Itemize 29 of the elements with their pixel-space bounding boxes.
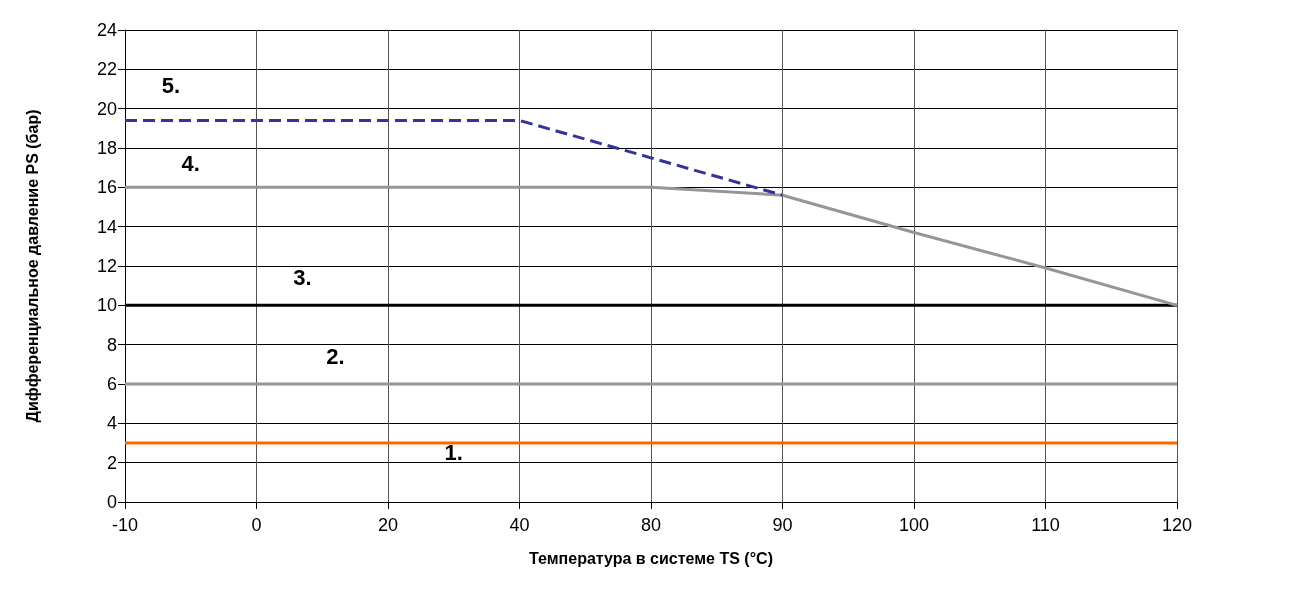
y-tick-label: 22	[96, 59, 117, 80]
y-tick-label: 18	[96, 138, 117, 158]
y-tick-label: 14	[96, 216, 117, 237]
y-axis-title: Дифференциальное давление PS (бар)	[23, 109, 41, 423]
annotation: 3.	[293, 265, 312, 291]
x-tick-label: 100	[898, 515, 930, 535]
annotation: 1.	[444, 440, 463, 466]
y-tick-label: 4	[106, 413, 117, 434]
y-tick-label: 0	[106, 492, 117, 512]
x-tick-label: 40	[509, 515, 530, 535]
y-tick-label: 8	[106, 334, 117, 355]
x-tick-label: 0	[251, 515, 262, 535]
annotation: 4.	[181, 151, 200, 177]
y-tick-label: 20	[96, 98, 117, 119]
y-tick-label: 16	[96, 177, 117, 198]
x-tick-label: 120	[1161, 515, 1193, 535]
y-tick-label: 2	[106, 452, 117, 473]
x-tick-label: 110	[1031, 515, 1060, 535]
y-tick-label: 24	[96, 20, 117, 40]
annotation: 2.	[326, 343, 345, 369]
x-axis-title: Температура в системе TS (°C)	[529, 549, 773, 567]
annotation: 5.	[161, 72, 181, 98]
y-tick-label: 10	[96, 295, 117, 316]
y-tick-label: 12	[96, 256, 117, 276]
x-tick-label: 20	[377, 515, 399, 535]
x-tick-label: -10	[111, 515, 139, 535]
y-tick-label: 6	[106, 374, 117, 394]
x-tick-label: 90	[772, 515, 793, 535]
x-tick-label: 80	[640, 515, 662, 535]
